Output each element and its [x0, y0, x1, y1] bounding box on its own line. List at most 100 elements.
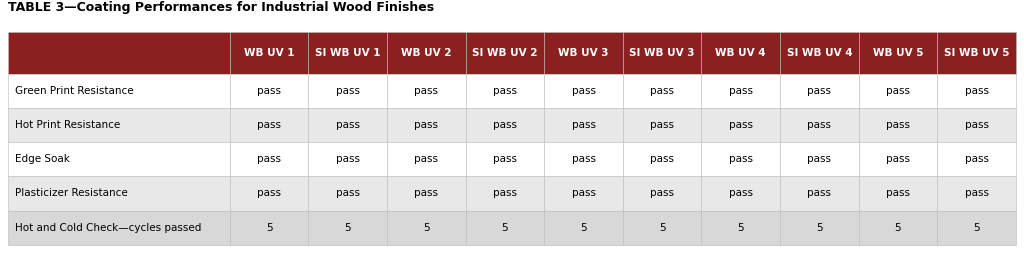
Bar [8, 32, 229, 74]
Text: 5: 5 [266, 223, 272, 233]
Text: pass: pass [807, 120, 831, 130]
Text: pass: pass [571, 189, 596, 198]
Bar [937, 176, 1016, 211]
Text: pass: pass [415, 189, 438, 198]
Text: WB UV 2: WB UV 2 [401, 48, 452, 58]
Text: pass: pass [650, 189, 674, 198]
Text: 5: 5 [895, 223, 901, 233]
Text: pass: pass [650, 120, 674, 130]
Text: TABLE 3—Coating Performances for Industrial Wood Finishes: TABLE 3—Coating Performances for Industr… [8, 1, 434, 14]
Bar [937, 142, 1016, 176]
Text: pass: pass [807, 189, 831, 198]
Text: SI WB UV 4: SI WB UV 4 [786, 48, 852, 58]
Text: 5: 5 [737, 223, 744, 233]
Text: pass: pass [571, 120, 596, 130]
Text: SI WB UV 1: SI WB UV 1 [315, 48, 381, 58]
Text: pass: pass [257, 154, 282, 164]
Bar [8, 74, 229, 108]
Text: pass: pass [336, 120, 359, 130]
Text: pass: pass [729, 154, 753, 164]
Text: Hot and Cold Check—cycles passed: Hot and Cold Check—cycles passed [15, 223, 202, 233]
Text: pass: pass [886, 120, 910, 130]
Text: pass: pass [415, 120, 438, 130]
Bar [229, 211, 308, 245]
Text: pass: pass [729, 120, 753, 130]
Text: pass: pass [965, 189, 988, 198]
Bar [229, 142, 308, 176]
Bar [701, 211, 780, 245]
Bar [308, 108, 387, 142]
Bar [623, 108, 701, 142]
Bar [858, 32, 937, 74]
Bar [8, 142, 229, 176]
Bar [544, 32, 623, 74]
Text: WB UV 1: WB UV 1 [244, 48, 295, 58]
Bar [308, 211, 387, 245]
Bar [780, 32, 858, 74]
Bar [858, 142, 937, 176]
Bar [544, 142, 623, 176]
Bar [544, 108, 623, 142]
Bar [466, 142, 544, 176]
Bar [858, 176, 937, 211]
Bar [8, 108, 229, 142]
Bar [308, 142, 387, 176]
Text: 5: 5 [816, 223, 822, 233]
Bar [387, 108, 466, 142]
Bar [387, 32, 466, 74]
Bar [544, 74, 623, 108]
Bar [466, 108, 544, 142]
Bar [780, 74, 858, 108]
Text: 5: 5 [658, 223, 666, 233]
Bar [623, 74, 701, 108]
Text: pass: pass [965, 154, 988, 164]
Bar [858, 211, 937, 245]
Text: 5: 5 [502, 223, 508, 233]
Bar [780, 176, 858, 211]
Bar [229, 176, 308, 211]
Text: pass: pass [493, 86, 517, 96]
Text: SI WB UV 3: SI WB UV 3 [630, 48, 695, 58]
Text: pass: pass [493, 154, 517, 164]
Text: pass: pass [807, 154, 831, 164]
Bar [937, 211, 1016, 245]
Text: pass: pass [336, 189, 359, 198]
Bar [308, 74, 387, 108]
Text: WB UV 3: WB UV 3 [558, 48, 609, 58]
Text: WB UV 4: WB UV 4 [716, 48, 766, 58]
Text: pass: pass [650, 86, 674, 96]
Bar [701, 32, 780, 74]
Bar [387, 142, 466, 176]
Bar [308, 176, 387, 211]
Text: pass: pass [571, 154, 596, 164]
Text: 5: 5 [973, 223, 980, 233]
Bar [623, 211, 701, 245]
Text: pass: pass [965, 86, 988, 96]
Bar [466, 176, 544, 211]
Text: pass: pass [807, 86, 831, 96]
Bar [701, 108, 780, 142]
Bar [858, 74, 937, 108]
Text: pass: pass [571, 86, 596, 96]
Text: pass: pass [493, 189, 517, 198]
Bar [308, 32, 387, 74]
Bar [466, 211, 544, 245]
Text: pass: pass [886, 154, 910, 164]
Text: pass: pass [965, 120, 988, 130]
Bar [387, 211, 466, 245]
Bar [701, 142, 780, 176]
Text: pass: pass [493, 120, 517, 130]
Text: pass: pass [650, 154, 674, 164]
Bar [229, 74, 308, 108]
Bar [937, 108, 1016, 142]
Text: WB UV 5: WB UV 5 [872, 48, 924, 58]
Text: pass: pass [336, 86, 359, 96]
Bar [780, 108, 858, 142]
Bar [780, 142, 858, 176]
Bar [8, 211, 229, 245]
Bar [229, 32, 308, 74]
Bar [229, 108, 308, 142]
Bar [701, 74, 780, 108]
Bar [780, 211, 858, 245]
Text: pass: pass [257, 189, 282, 198]
